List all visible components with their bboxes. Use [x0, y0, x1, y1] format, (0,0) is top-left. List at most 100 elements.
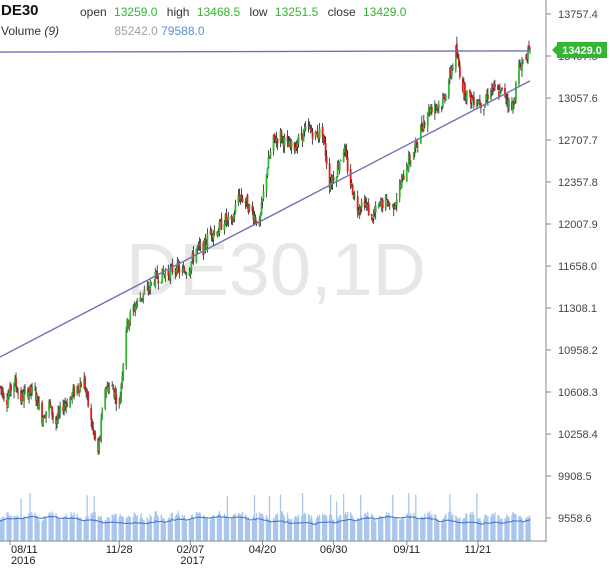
x-tick-label: 04/20	[249, 544, 277, 556]
candle-body	[216, 231, 219, 236]
candle-body	[507, 100, 509, 107]
last-price-badge: 13429.0	[552, 42, 607, 58]
open-label: open	[80, 5, 107, 19]
candle-body	[185, 273, 188, 276]
candle-body	[392, 203, 395, 210]
candle-body	[492, 84, 494, 90]
candle-body	[314, 130, 317, 137]
candle-body	[435, 106, 438, 108]
candle-body	[234, 204, 237, 214]
candle-body	[391, 204, 394, 206]
candle-body	[405, 168, 408, 182]
candle-body	[48, 401, 50, 412]
candle-body	[451, 66, 454, 69]
support-trendline[interactable]	[0, 80, 531, 358]
candle-body	[35, 391, 37, 401]
candle-body	[442, 96, 445, 98]
last-price-value: 13429.0	[562, 45, 602, 57]
candle-body	[297, 135, 300, 144]
candle-body	[321, 126, 324, 137]
candle-body	[515, 83, 517, 100]
candle-body	[132, 306, 135, 311]
candle-body	[142, 293, 145, 298]
candle-body	[202, 241, 205, 256]
candle-body	[486, 96, 488, 101]
low-label: low	[249, 5, 268, 19]
candle-body	[400, 178, 403, 188]
candle-body	[426, 113, 429, 126]
candle-body	[226, 218, 229, 221]
candle-body	[294, 147, 297, 153]
candle-body	[501, 87, 503, 90]
candle-body	[160, 281, 163, 283]
candle-body	[232, 215, 235, 221]
candle-body	[371, 217, 374, 221]
open-value: 13259.0	[114, 5, 158, 19]
candle-body	[499, 89, 501, 97]
candle-body	[211, 234, 214, 238]
candle-body	[217, 232, 220, 237]
candle-body	[444, 96, 447, 100]
candle-body	[386, 199, 389, 207]
candle-body	[182, 268, 185, 272]
candle-body	[127, 320, 130, 327]
candle-body	[125, 330, 128, 366]
candle-body	[9, 384, 11, 395]
candle-body	[98, 440, 101, 451]
candle-body	[260, 203, 263, 215]
candle-body	[120, 384, 123, 396]
candle-body	[275, 138, 278, 142]
candle-body	[343, 147, 346, 153]
candle-body	[525, 56, 527, 58]
candle-body	[339, 160, 342, 162]
candle-body	[129, 312, 132, 323]
candle-body	[106, 385, 109, 388]
candle-body	[233, 214, 236, 218]
candle-body	[157, 280, 160, 284]
resistance-trendline[interactable]	[0, 50, 531, 53]
candle-body	[436, 106, 439, 109]
candle-body	[115, 394, 118, 404]
candle-body	[485, 100, 487, 103]
candle-body	[139, 297, 142, 302]
candle-body	[455, 43, 458, 57]
candle-body	[190, 261, 193, 270]
candle-body	[268, 157, 271, 159]
candle-body	[283, 137, 286, 147]
volume-value-1: 85242.0	[114, 24, 158, 38]
candle-body	[315, 132, 318, 134]
candle-body	[265, 174, 268, 192]
candle-body	[80, 384, 83, 388]
candle-body	[6, 399, 8, 405]
candle-body	[71, 393, 74, 399]
candle-body	[188, 272, 191, 275]
candle-body	[66, 403, 69, 407]
candle-body	[50, 405, 52, 408]
candle-body	[280, 130, 283, 141]
candle-body	[21, 393, 23, 402]
candle-body	[45, 411, 47, 418]
x-year-label: 2017	[180, 555, 204, 567]
candle-body	[253, 215, 256, 222]
candle-body	[289, 143, 292, 146]
candle-body	[276, 138, 279, 144]
candle-body	[338, 162, 341, 171]
candle-body	[41, 402, 43, 423]
candle-body	[387, 203, 390, 205]
candle-body	[269, 151, 272, 158]
candle-body	[17, 392, 19, 395]
candle-body	[317, 137, 320, 139]
candle-body	[30, 384, 32, 393]
candle-body	[16, 389, 18, 393]
candle-body	[259, 214, 262, 219]
candle-body	[352, 193, 355, 199]
candle-body	[176, 262, 179, 273]
symbol-title: DE30	[1, 2, 39, 19]
candle-body	[274, 140, 277, 143]
candle-body	[345, 150, 348, 159]
candle-body	[441, 98, 444, 108]
candle-body	[171, 264, 174, 273]
candle-body	[406, 167, 409, 169]
